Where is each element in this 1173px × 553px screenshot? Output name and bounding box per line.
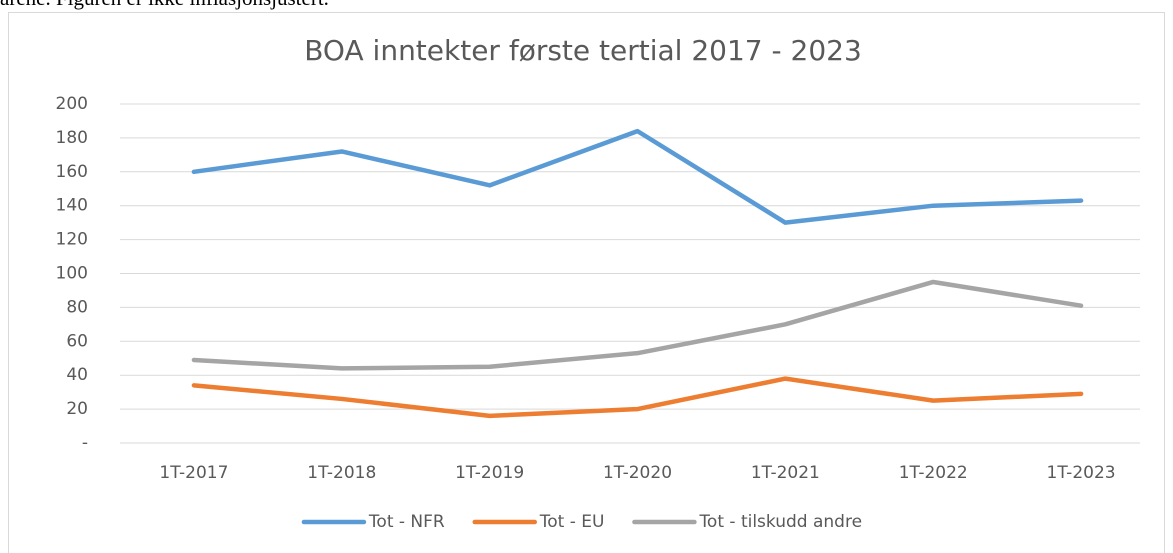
series-line xyxy=(191,128,1084,225)
series-line xyxy=(191,376,1084,419)
y-tick-label: 60 xyxy=(66,331,88,351)
x-tick-label: 1T-2020 xyxy=(603,463,672,483)
x-tick-label: 1T-2023 xyxy=(1047,463,1116,483)
x-tick-label: 1T-2018 xyxy=(307,463,376,483)
series-line xyxy=(191,279,1084,371)
y-tick-label: 80 xyxy=(66,297,88,317)
y-tick-label: 200 xyxy=(56,94,88,114)
chart-title: BOA inntekter første tertial 2017 - 2023 xyxy=(304,34,862,67)
legend-label: Tot - EU xyxy=(539,512,605,532)
y-tick-label: 140 xyxy=(56,196,88,216)
chart-frame xyxy=(8,12,1165,553)
legend-label: Tot - tilskudd andre xyxy=(698,512,862,532)
x-tick-label: 1T-2019 xyxy=(455,463,524,483)
y-tick-label: 100 xyxy=(56,264,88,284)
y-tick-label: 160 xyxy=(56,162,88,182)
x-tick-label: 1T-2017 xyxy=(159,463,228,483)
x-tick-label: 1T-2022 xyxy=(899,463,968,483)
y-tick-label: 120 xyxy=(56,230,88,250)
x-tick-label: 1T-2021 xyxy=(751,463,820,483)
y-tick-label: 180 xyxy=(56,128,88,148)
legend-label: Tot - NFR xyxy=(368,512,445,532)
page-text: arene. Figuren er ikke inflasjonsjustert… xyxy=(0,0,329,11)
y-tick-label: 40 xyxy=(66,365,88,385)
y-tick-label: 20 xyxy=(66,399,88,419)
y-tick-label: - xyxy=(82,433,88,453)
